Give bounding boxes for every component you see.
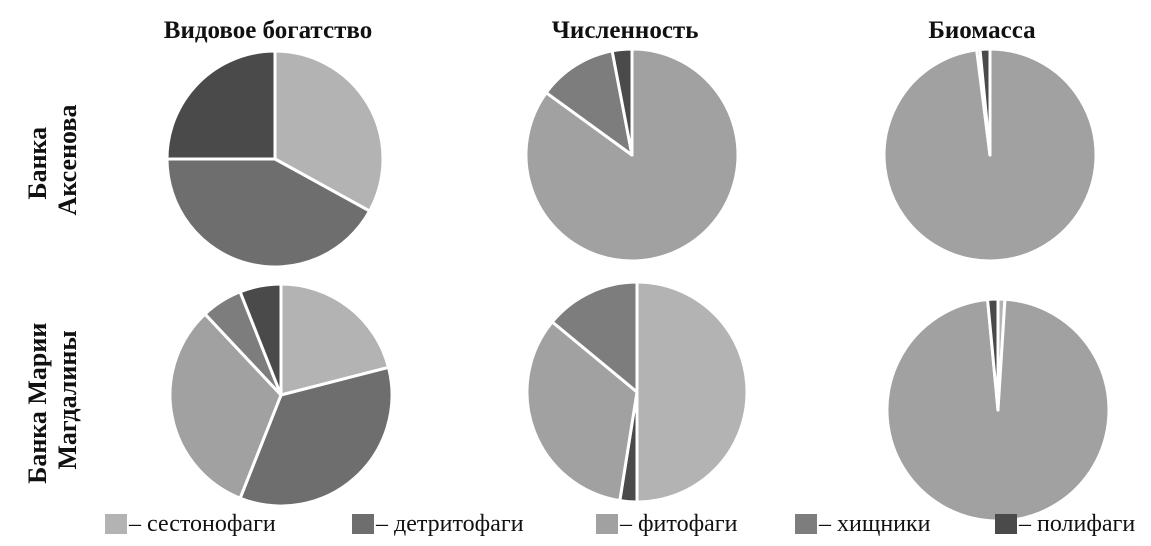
pie-4: [168, 282, 394, 508]
legend-swatch-3: [596, 514, 618, 534]
column-title-abundance: Численность: [552, 17, 699, 44]
pie-6-slice-полифаги: [986, 297, 1000, 412]
legend-label-5: – полифаги: [1018, 511, 1135, 537]
legend-label-4: – хищники: [818, 511, 931, 537]
pie-1-slice-сестонофаги: [273, 49, 385, 213]
pie-2-slice-хищники: [544, 49, 634, 157]
column-titles: Видовое богатство Численность Биомасса: [164, 17, 1036, 44]
pie-5-slice-фитофаги: [525, 320, 639, 503]
legend: – сестонофаги – детритофаги – фитофаги – хи…: [105, 511, 1135, 537]
row-title-maria-magdalina: Банка Марии Магдалины: [23, 316, 82, 484]
pie-5-slice-хищники: [550, 280, 639, 394]
row-title-aksenova-line-2: Аксенова: [53, 105, 82, 216]
pie-6: [885, 297, 1111, 523]
legend-swatch-4: [795, 514, 817, 534]
pie-2-slice-полифаги: [610, 47, 634, 157]
pie-2: [524, 47, 740, 263]
legend-swatch-5: [995, 514, 1017, 534]
row-titles: Банка Аксенова Банка Марии Магдалины: [23, 105, 82, 484]
row-title-aksenova-line-1: Банка: [23, 127, 52, 200]
pie-4-slice-полифаги: [238, 282, 283, 397]
pie-3-slice-полифаги: [978, 47, 992, 157]
legend-swatch-2: [352, 514, 374, 534]
pie-1-slice-детритофаги: [165, 157, 372, 269]
column-title-biomass: Биомасса: [928, 17, 1036, 44]
pie-3: [882, 47, 1098, 263]
row-title-aksenova: Банка Аксенова: [23, 105, 82, 216]
legend-label-2: – детритофаги: [375, 511, 524, 537]
row-title-maria-magdalina-line-1: Банка Марии: [23, 323, 52, 484]
column-title-species-richness: Видовое богатство: [164, 17, 372, 44]
row-title-maria-magdalina-line-2: Магдалины: [53, 330, 82, 469]
pie-1: [165, 49, 385, 269]
pie-4-slice-детритофаги: [238, 365, 394, 508]
pie-4-slice-сестонофаги: [279, 282, 391, 397]
pie-5: [525, 280, 749, 504]
legend-swatch-1: [105, 514, 127, 534]
pie-1-slice-полифаги: [165, 49, 277, 161]
pie-4-slice-фитофаги: [168, 312, 283, 500]
pie-5-slice-сестонофаги: [635, 280, 749, 504]
legend-label-3: – фитофаги: [619, 511, 738, 537]
pies: [165, 47, 1111, 523]
legend-label-1: – сестонофаги: [128, 511, 276, 537]
